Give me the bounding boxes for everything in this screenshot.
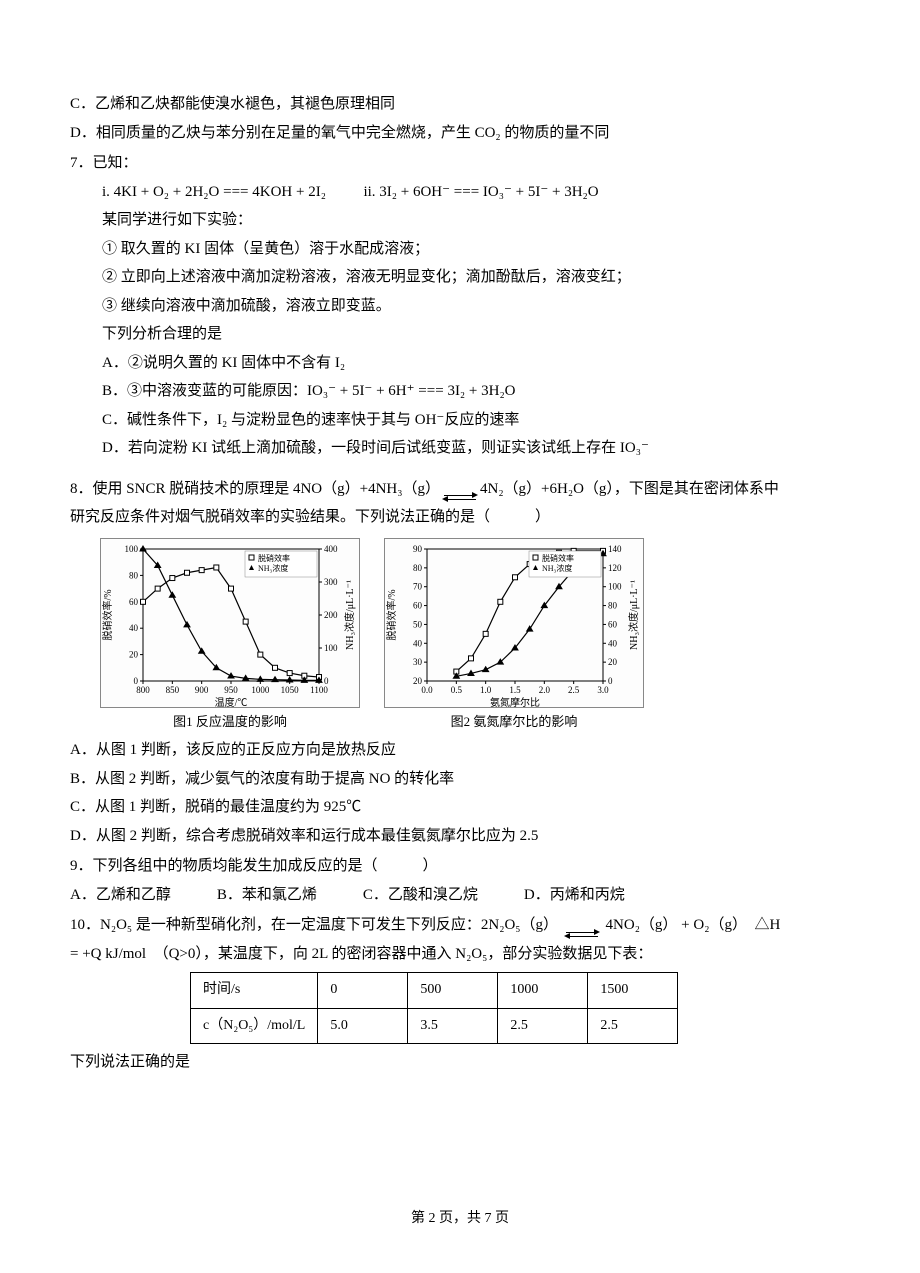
chart2-box: 20304050607080900204060801001201400.00.5… — [384, 538, 644, 735]
q7-step1: ① 取久置的 KI 固体（呈黄色）溶于水配成溶液； — [70, 235, 850, 264]
q7-optC: C．碱性条件下，I₂ 与淀粉显色的速率快于其与 OH⁻反应的速率 — [70, 406, 850, 435]
q7-known: 已知： — [93, 155, 138, 171]
q7-intro: 某同学进行如下实验： — [70, 206, 850, 235]
svg-text:70: 70 — [413, 581, 423, 591]
chart1-caption: 图1 反应温度的影响 — [173, 710, 287, 735]
q8-charts: 0 20 40 60 80 1000 100 200 300 400 800 850 900 950 100… — [100, 538, 850, 735]
q8-optC: C．从图 1 判断，脱硝的最佳温度约为 925℃ — [70, 793, 850, 822]
svg-text:1000: 1000 — [251, 685, 269, 695]
svg-text:0.0: 0.0 — [421, 685, 433, 695]
svg-text:NH₃浓度: NH₃浓度 — [258, 563, 288, 573]
svg-text:100: 100 — [608, 581, 622, 591]
q7: 7．已知： — [70, 149, 850, 178]
svg-text:1100: 1100 — [310, 685, 328, 695]
q6-optD: D．相同质量的乙炔与苯分别在足量的氧气中完全燃烧，产生 CO₂ 的物质的量不同 — [70, 119, 850, 148]
svg-text:900: 900 — [195, 685, 209, 695]
svg-text:脱硝效率/%: 脱硝效率/% — [385, 589, 398, 640]
svg-text:2.0: 2.0 — [539, 685, 551, 695]
q8-stem2: 研究反应条件对烟气脱硝效率的实验结果。下列说法正确的是（ ） — [70, 503, 850, 532]
q8-optB: B．从图 2 判断，减少氨气的浓度有助于提高 NO 的转化率 — [70, 765, 850, 794]
q10-table: 时间/s 0 500 1000 1500 c（N₂O₅）/mol/L 5.0 3… — [190, 972, 678, 1044]
svg-text:50: 50 — [413, 619, 423, 629]
svg-text:40: 40 — [413, 638, 423, 648]
q7-optA: A．②说明久置的 KI 固体中不含有 I₂ — [70, 349, 850, 378]
svg-text:20: 20 — [608, 657, 618, 667]
q9-stem: 9．下列各组中的物质均能发生加成反应的是（ ） — [70, 852, 850, 881]
chart1-box: 0204060801000100200300400800850900950100… — [100, 538, 360, 735]
q9-optA: A．乙烯和乙醇 — [70, 881, 171, 910]
q7-optB: B．③中溶液变蓝的可能原因：IO₃⁻ + 5I⁻ + 6H⁺ === 3I₂ +… — [70, 377, 850, 406]
q7-prompt: 下列分析合理的是 — [70, 320, 850, 349]
chart1: 0204060801000100200300400800850900950100… — [100, 538, 360, 708]
table-row: 时间/s 0 500 1000 1500 — [191, 973, 678, 1009]
q7-equations: i. 4KI + O₂ + 2H₂O === 4KOH + 2I₂ ii. 3I… — [70, 178, 850, 207]
chart2-caption: 图2 氨氮摩尔比的影响 — [451, 710, 578, 735]
svg-text:80: 80 — [413, 562, 423, 572]
svg-text:2.5: 2.5 — [568, 685, 580, 695]
page-footer: 第 2 页，共 7 页 — [0, 1206, 920, 1233]
svg-text:40: 40 — [608, 638, 618, 648]
chart2: 20304050607080900204060801001201400.00.5… — [384, 538, 644, 708]
svg-text:脱硝效率/%: 脱硝效率/% — [101, 589, 114, 640]
q9-optC: C．乙酸和溴乙烷 — [363, 881, 478, 910]
svg-text:200: 200 — [324, 610, 338, 620]
svg-text:400: 400 — [324, 544, 338, 554]
svg-text:800: 800 — [136, 685, 150, 695]
svg-text:NH₃浓度: NH₃浓度 — [542, 563, 572, 573]
svg-text:90: 90 — [413, 544, 423, 554]
q9-optB: B．苯和氯乙烯 — [217, 881, 317, 910]
svg-text:1.0: 1.0 — [480, 685, 492, 695]
svg-text:0.5: 0.5 — [451, 685, 463, 695]
svg-text:950: 950 — [224, 685, 238, 695]
q7-eq-ii: ii. 3I₂ + 6OH⁻ === IO₃⁻ + 5I⁻ + 3H₂O — [363, 184, 598, 200]
svg-text:60: 60 — [413, 600, 423, 610]
q10-stem1: 10．N₂O₅ 是一种新型硝化剂，在一定温度下可发生下列反应：2N₂O₅（g） … — [70, 911, 850, 940]
q7-step3: ③ 继续向溶液中滴加硫酸，溶液立即变蓝。 — [70, 292, 850, 321]
q9-num: 9． — [70, 858, 93, 874]
q8-optA: A．从图 1 判断，该反应的正反应方向是放热反应 — [70, 736, 850, 765]
q10-after: 下列说法正确的是 — [70, 1048, 850, 1077]
svg-text:60: 60 — [129, 596, 139, 606]
table-row: c（N₂O₅）/mol/L 5.0 3.5 2.5 2.5 — [191, 1008, 678, 1044]
svg-text:3.0: 3.0 — [597, 685, 609, 695]
q6-optC: C．乙烯和乙炔都能使溴水褪色，其褪色原理相同 — [70, 90, 850, 119]
svg-text:850: 850 — [166, 685, 180, 695]
svg-text:300: 300 — [324, 577, 338, 587]
q8-optD: D．从图 2 判断，综合考虑脱硝效率和运行成本最佳氨氮摩尔比应为 2.5 — [70, 822, 850, 851]
svg-text:脱硝效率: 脱硝效率 — [258, 553, 290, 563]
svg-text:100: 100 — [125, 544, 139, 554]
q10-num: 10． — [70, 917, 100, 933]
q9-options: A．乙烯和乙醇 B．苯和氯乙烯 C．乙酸和溴乙烷 D．丙烯和丙烷 — [70, 881, 850, 910]
svg-text:氨氮摩尔比: 氨氮摩尔比 — [490, 696, 540, 708]
svg-text:脱硝效率: 脱硝效率 — [542, 553, 574, 563]
svg-text:NH₃浓度/μL·L⁻¹: NH₃浓度/μL·L⁻¹ — [343, 580, 356, 650]
q8-stem1: 8．使用 SNCR 脱硝技术的原理是 4NO（g）+4NH₃（g）4N₂（g）+… — [70, 475, 850, 504]
svg-text:40: 40 — [129, 623, 139, 633]
svg-text:30: 30 — [413, 657, 423, 667]
q7-num: 7． — [70, 155, 93, 171]
q9-optD: D．丙烯和丙烷 — [524, 881, 625, 910]
svg-text:140: 140 — [608, 544, 622, 554]
svg-text:20: 20 — [129, 649, 139, 659]
svg-text:100: 100 — [324, 643, 338, 653]
svg-text:80: 80 — [608, 600, 618, 610]
q7-optD: D．若向淀粉 KI 试纸上滴加硫酸，一段时间后试纸变蓝，则证实该试纸上存在 IO… — [70, 434, 850, 463]
svg-text:1050: 1050 — [281, 685, 300, 695]
q10-stem2: = +Q kJ/mol （Q>0），某温度下，向 2L 的密闭容器中通入 N₂O… — [70, 940, 850, 969]
q8-num: 8． — [70, 481, 93, 497]
q7-eq-i: i. 4KI + O₂ + 2H₂O === 4KOH + 2I₂ — [102, 184, 326, 200]
svg-text:60: 60 — [608, 619, 618, 629]
svg-text:NH₃浓度/μL·L⁻¹: NH₃浓度/μL·L⁻¹ — [627, 580, 640, 650]
svg-text:80: 80 — [129, 570, 139, 580]
svg-text:1.5: 1.5 — [509, 685, 521, 695]
svg-text:0: 0 — [608, 676, 613, 686]
svg-text:120: 120 — [608, 562, 622, 572]
q7-step2: ② 立即向上述溶液中滴加淀粉溶液，溶液无明显变化；滴加酚酞后，溶液变红； — [70, 263, 850, 292]
svg-text:温度/℃: 温度/℃ — [215, 696, 248, 708]
